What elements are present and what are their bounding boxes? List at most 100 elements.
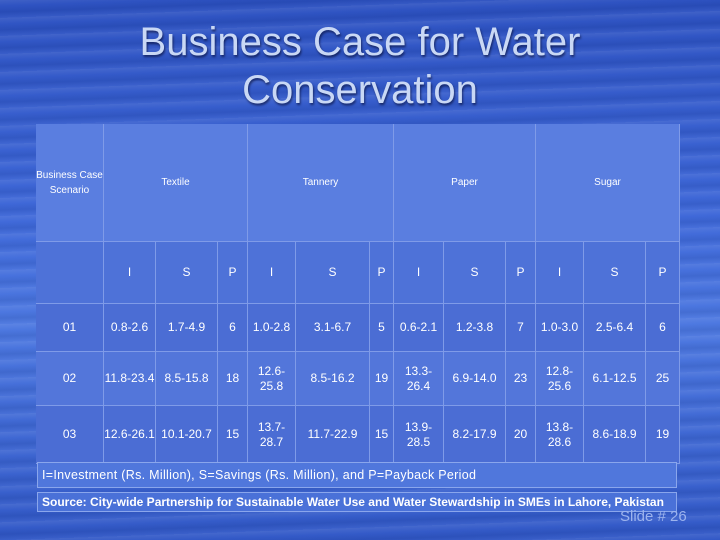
row-scenario-text: 02	[62, 371, 77, 385]
table-cell: 8.2-17.9	[444, 406, 506, 464]
table-cell-text: 13.3-26.4	[404, 363, 433, 393]
table-cell: 15	[370, 406, 394, 464]
subheader-cell-text: P	[658, 265, 667, 279]
table-cell-text: 8.6-18.9	[592, 427, 637, 441]
table-cell: 12.6-26.1	[104, 406, 156, 464]
table-cell-text: 1.0-3.0	[540, 320, 579, 334]
table-cell: 12.8-25.6	[536, 352, 584, 406]
table-cell-text: 19	[655, 427, 670, 441]
table-cell: 25	[646, 352, 680, 406]
table-cell-text: 23	[513, 371, 528, 385]
table-cell-text: 13.7-28.7	[257, 419, 286, 449]
table-cell: 10.1-20.7	[156, 406, 218, 464]
title-line-1: Business Case for Water	[139, 20, 581, 64]
business-case-table: Business Case Scenario Textile Tannery P…	[36, 124, 680, 464]
table-cell-text: 0.8-2.6	[110, 320, 149, 334]
subheader-cell-text: I	[269, 265, 274, 279]
subheader-cell: S	[296, 242, 370, 304]
subheader-cell-text: S	[182, 265, 191, 279]
sector-header-textile: Textile	[104, 124, 248, 242]
table-cell-text: 7	[517, 320, 524, 334]
table-cell-text: 13.9-28.5	[404, 419, 433, 449]
subheader-cell: P	[506, 242, 536, 304]
slide-title: Business Case for Water Conservation	[0, 18, 720, 114]
table-cell-text: 8.2-17.9	[452, 427, 497, 441]
subheader-cell: I	[104, 242, 156, 304]
table-cell: 1.2-3.8	[444, 304, 506, 352]
table-cell: 6	[646, 304, 680, 352]
row-scenario-text: 01	[62, 320, 77, 334]
table-cell-text: 19	[374, 371, 389, 385]
table-cell: 2.5-6.4	[584, 304, 646, 352]
table-cell: 19	[646, 406, 680, 464]
table-cell: 13.7-28.7	[248, 406, 296, 464]
subheader-cell-text: S	[470, 265, 479, 279]
legend-note: I=Investment (Rs. Million), S=Savings (R…	[37, 462, 677, 488]
row-scenario-text: 03	[62, 427, 77, 441]
table-cell-text: 8.5-16.2	[310, 371, 355, 385]
subheader-cell: P	[646, 242, 680, 304]
table-cell: 8.5-15.8	[156, 352, 218, 406]
subheader-cell-text: S	[610, 265, 619, 279]
table-cell: 6	[218, 304, 248, 352]
subheader-cell: P	[218, 242, 248, 304]
sector-header-label: Sugar	[594, 177, 621, 188]
table-cell-text: 15	[374, 427, 389, 441]
subheader-cell-text: S	[328, 265, 337, 279]
row-scenario: 03	[36, 406, 104, 464]
scenario-header: Business Case Scenario	[36, 124, 104, 242]
table-cell-text: 12.8-25.6	[545, 363, 574, 393]
table-cell: 1.0-3.0	[536, 304, 584, 352]
table-cell: 1.7-4.9	[156, 304, 218, 352]
table-cell-text: 12.6-25.8	[257, 363, 286, 393]
table-cell: 20	[506, 406, 536, 464]
subheader-cell-text: I	[416, 265, 421, 279]
sector-header-label: Paper	[451, 177, 478, 188]
table-cell-text: 11.7-22.9	[307, 427, 358, 441]
table-cell-text: 1.0-2.8	[252, 320, 291, 334]
table-cell: 12.6-25.8	[248, 352, 296, 406]
table-cell-text: 1.7-4.9	[167, 320, 206, 334]
subheader-cell-text: I	[557, 265, 562, 279]
table-cell-text: 5	[378, 320, 385, 334]
table-cell: 8.5-16.2	[296, 352, 370, 406]
row-scenario: 01	[36, 304, 104, 352]
table-cell: 6.1-12.5	[584, 352, 646, 406]
scenario-header-label: Business Case Scenario	[36, 169, 103, 196]
subheader-cell: S	[444, 242, 506, 304]
table-cell: 1.0-2.8	[248, 304, 296, 352]
title-line-2: Conservation	[242, 68, 478, 112]
row-scenario: 02	[36, 352, 104, 406]
table-cell: 11.7-22.9	[296, 406, 370, 464]
table-cell: 3.1-6.7	[296, 304, 370, 352]
table-cell: 15	[218, 406, 248, 464]
table-cell: 8.6-18.9	[584, 406, 646, 464]
table-cell-text: 13.8-28.6	[545, 419, 574, 449]
slide-number: Slide # 26	[620, 508, 687, 525]
subheader-cell-text: I	[127, 265, 132, 279]
subheader-cell-text: P	[516, 265, 525, 279]
table-cell: 13.3-26.4	[394, 352, 444, 406]
subheader-cell: S	[156, 242, 218, 304]
subheader-blank	[36, 242, 104, 304]
table-cell-text: 15	[225, 427, 240, 441]
subheader-cell: S	[584, 242, 646, 304]
sector-header-label: Textile	[161, 177, 190, 188]
subheader-cell: P	[370, 242, 394, 304]
table-cell-text: 6.9-14.0	[452, 371, 497, 385]
subheader-cell-text: P	[377, 265, 386, 279]
table-cell-text: 10.1-20.7	[161, 427, 212, 441]
subheader-cell: I	[536, 242, 584, 304]
table-cell: 11.8-23.4	[104, 352, 156, 406]
sector-header-paper: Paper	[394, 124, 536, 242]
table-cell-text: 2.5-6.4	[595, 320, 634, 334]
table-cell-text: 8.5-15.8	[164, 371, 209, 385]
subheader-cell-text: P	[228, 265, 237, 279]
table-cell: 0.8-2.6	[104, 304, 156, 352]
table-cell-text: 25	[655, 371, 670, 385]
table-cell: 0.6-2.1	[394, 304, 444, 352]
source-note: Source: City-wide Partnership for Sustai…	[37, 492, 677, 512]
table-cell-text: 6	[659, 320, 666, 334]
table-cell: 13.9-28.5	[394, 406, 444, 464]
table-cell: 7	[506, 304, 536, 352]
